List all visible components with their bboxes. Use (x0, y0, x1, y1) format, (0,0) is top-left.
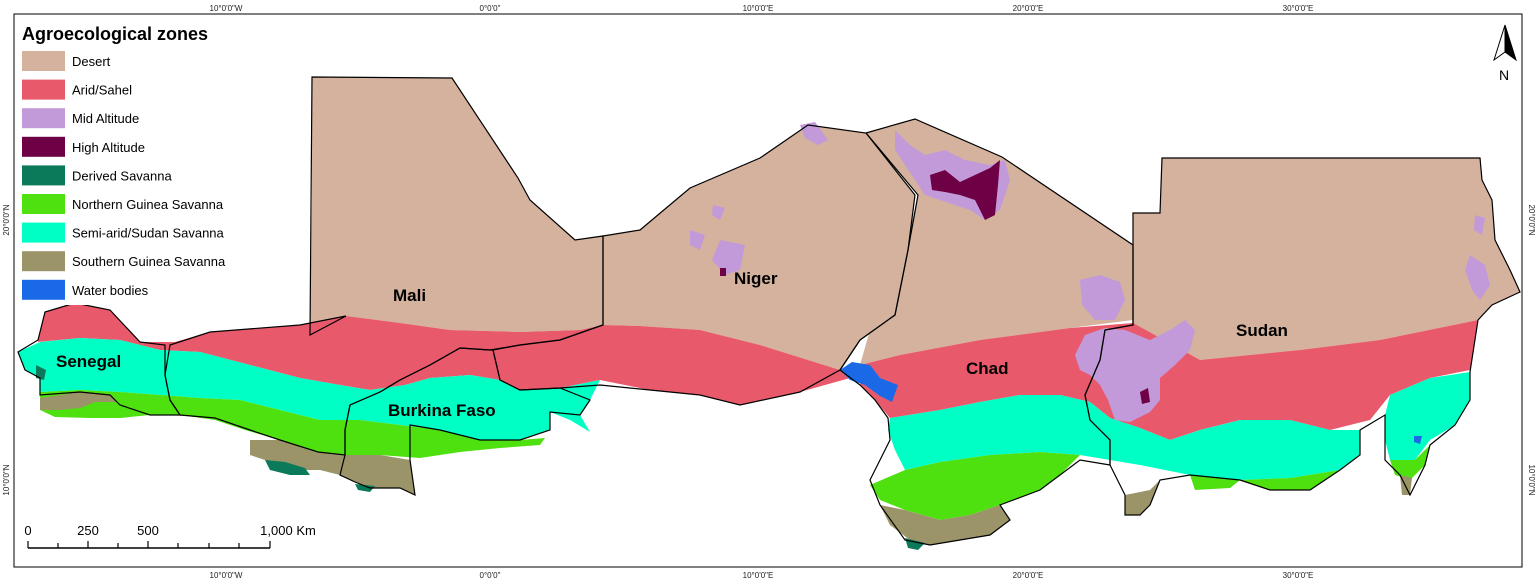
north-arrow: N (1493, 24, 1517, 83)
border-sudan (1084, 157, 1521, 516)
graticule-bottom-4: 30°0'0"E (1283, 571, 1314, 580)
graticule-bottom-0: 10°0'0"W (210, 571, 243, 580)
graticule-bottom-3: 20°0'0"E (1013, 571, 1044, 580)
legend-swatch-0 (22, 51, 65, 71)
country-label-sudan: Sudan (1236, 321, 1288, 340)
legend-swatch-5 (22, 194, 65, 214)
graticule-bottom-1: 0°0'0" (480, 571, 501, 580)
graticule-right-1: 10°0'0"N (1527, 464, 1536, 495)
legend-label-4: Derived Savanna (72, 168, 172, 183)
scale-label-0: 0 (24, 523, 31, 538)
zone-mid-altitude-niger-n (800, 122, 828, 145)
zone-southern-guinea-east (880, 505, 1010, 545)
legend-swatch-2 (22, 108, 65, 129)
zone-northern-guinea-east (870, 452, 1080, 520)
north-arrow-label: N (1499, 67, 1509, 83)
legend-swatch-7 (22, 251, 65, 272)
graticule-top-3: 20°0'0"E (1013, 4, 1044, 13)
zone-high-altitude-darfur (1140, 388, 1150, 404)
scale-label-1000: 1,000 Km (260, 523, 316, 538)
zone-derived-savanna-senegal (36, 365, 46, 380)
zone-northern-guinea-west (40, 390, 545, 458)
legend-label-7: Southern Guinea Savanna (72, 254, 226, 269)
graticule-top-2: 10°0'0"E (743, 4, 774, 13)
zone-southern-guinea-chad-south (1125, 480, 1160, 515)
zone-mid-altitude-chad-e (1080, 275, 1125, 320)
country-label-burkina: Burkina Faso (388, 401, 496, 420)
country-label-senegal: Senegal (56, 352, 121, 371)
zone-high-altitude-niger (720, 268, 726, 276)
zone-arid-band-east (860, 320, 1478, 440)
zone-mid-altitude-darfur (1075, 320, 1195, 422)
legend-label-2: Mid Altitude (72, 111, 139, 126)
legend-swatch-4 (22, 165, 65, 186)
zone-mid-altitude-niger-c (690, 205, 745, 275)
graticule-top-4: 30°0'0"E (1283, 4, 1314, 13)
legend-label-6: Semi-arid/Sudan Savanna (72, 226, 225, 241)
zone-arid-band-west (38, 303, 850, 405)
zone-derived-savanna-bf (355, 484, 375, 492)
graticule-top-0: 10°0'0"W (210, 4, 243, 13)
zone-semiarid-west (18, 338, 600, 440)
legend-label-8: Water bodies (72, 283, 149, 298)
zone-semiarid-sudan-south (1385, 372, 1470, 460)
legend-swatch-1 (22, 79, 65, 100)
zone-water-sudan-se (1414, 436, 1422, 444)
scale-label-250: 250 (77, 523, 99, 538)
country-label-niger: Niger (734, 269, 778, 288)
legend-items: Desert Arid/Sahel Mid Altitude High Altitud… (22, 51, 226, 300)
legend-label-5: Northern Guinea Savanna (72, 197, 224, 212)
border-niger (492, 124, 916, 406)
border-burkina (339, 347, 591, 497)
legend-label-1: Arid/Sahel (72, 83, 132, 98)
graticule-bottom-2: 10°0'0"E (743, 571, 774, 580)
zone-derived-savanna-west (265, 460, 310, 475)
scale-label-500: 500 (137, 523, 159, 538)
zone-water-lake-chad (840, 362, 898, 402)
legend-swatch-8 (22, 279, 65, 300)
scale-bar-ticks (27, 541, 271, 548)
graticule-left-0: 20°0'0"N (2, 204, 11, 235)
zone-desert-mali (310, 77, 603, 335)
legend-label-0: Desert (72, 54, 111, 69)
graticule-top-1: 0°0'0" (480, 4, 501, 13)
country-label-mali: Mali (393, 286, 426, 305)
zone-southern-guinea-senegal (40, 392, 118, 410)
graticule-right-0: 20°0'0"N (1527, 204, 1536, 235)
country-borders (17, 76, 1521, 546)
scale-bar: 0 250 500 1,000 Km (24, 523, 316, 549)
zone-high-altitude-tibesti (930, 160, 1000, 220)
legend-label-3: High Altitude (72, 140, 145, 155)
legend: Agroecological zones Desert Arid/Sahel Mid… (15, 15, 260, 305)
zone-southern-guinea-west (250, 440, 415, 495)
zone-desert-niger (603, 125, 915, 370)
country-label-chad: Chad (966, 359, 1009, 378)
zone-northern-guinea-sudan (1190, 470, 1340, 490)
zone-mid-altitude-sudan-ne (1474, 215, 1485, 235)
zone-desert-sudan (1133, 158, 1520, 360)
zone-mid-altitude-sudan-e (1465, 255, 1490, 300)
legend-title: Agroecological zones (22, 24, 208, 44)
legend-swatch-6 (22, 222, 65, 243)
zone-northern-guinea-sudan-se (1390, 445, 1430, 480)
zone-semiarid-east (888, 395, 1360, 480)
graticule-left-1: 10°0'0"N (2, 464, 11, 495)
north-arrow-right-icon (1504, 24, 1517, 62)
legend-swatch-3 (22, 136, 65, 157)
